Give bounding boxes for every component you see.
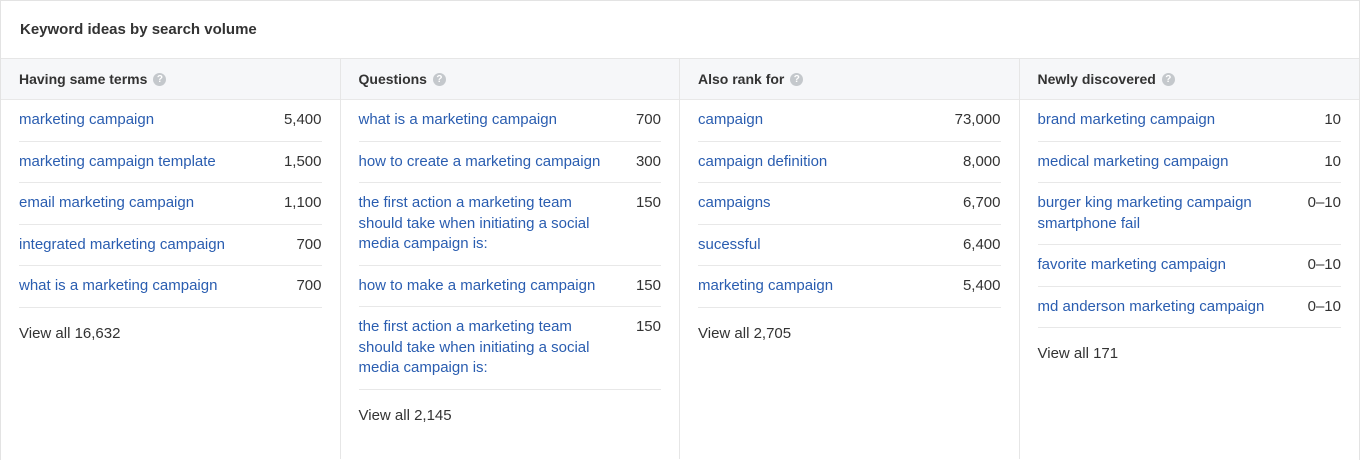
column-title: Also rank for [698, 71, 785, 87]
keyword-row: integrated marketing campaign 700 [19, 225, 322, 266]
keyword-link[interactable]: the first action a marketing team should… [358, 194, 590, 252]
view-all-link[interactable]: View all 2,705 [698, 324, 792, 342]
panel-header: Keyword ideas by search volume [1, 1, 1359, 59]
keyword-list: marketing campaign 5,400 marketing campa… [1, 100, 340, 308]
keyword-row: marketing campaign 5,400 [698, 266, 1001, 308]
keyword-row: medical marketing campaign 10 [1037, 142, 1341, 183]
column-questions: Questions ? what is a marketing campaign… [340, 59, 680, 459]
keyword-row: marketing campaign template 1,500 [19, 142, 322, 183]
keyword-link[interactable]: how to create a marketing campaign [358, 152, 601, 170]
search-volume: 1,100 [283, 194, 322, 211]
keyword-row: what is a marketing campaign 700 [358, 100, 661, 142]
keyword-row: how to create a marketing campaign 300 [358, 142, 661, 183]
panel-title: Keyword ideas by search volume [20, 21, 257, 38]
keyword-row: how to make a marketing campaign 150 [358, 266, 661, 307]
column-title: Having same terms [19, 71, 148, 87]
search-volume: 73,000 [954, 111, 1001, 128]
help-circle-icon[interactable]: ? [790, 72, 804, 86]
keyword-row: marketing campaign 5,400 [19, 100, 322, 142]
search-volume: 1,500 [283, 152, 322, 170]
keyword-list: brand marketing campaign 10 medical mark… [1020, 100, 1360, 328]
search-volume: 150 [635, 276, 661, 294]
keyword-link[interactable]: marketing campaign [19, 111, 155, 128]
search-volume: 10 [1324, 152, 1341, 170]
keyword-link[interactable]: what is a marketing campaign [358, 111, 557, 128]
search-volume: 700 [635, 111, 661, 128]
keyword-row: favorite marketing campaign 0–10 [1037, 245, 1341, 287]
keyword-row: burger king marketing campaign smartphon… [1037, 183, 1341, 245]
help-circle-icon[interactable]: ? [432, 72, 446, 86]
column-title: Newly discovered [1037, 71, 1156, 87]
keyword-row: campaign 73,000 [698, 100, 1001, 142]
column-header: Questions ? [340, 59, 679, 100]
view-all-link[interactable]: View all 16,632 [19, 324, 121, 342]
keyword-row: what is a marketing campaign 700 [19, 266, 322, 308]
keyword-link[interactable]: email marketing campaign [19, 194, 195, 211]
keyword-link[interactable]: marketing campaign template [19, 152, 216, 170]
keyword-row: brand marketing campaign 10 [1037, 100, 1341, 142]
keyword-link[interactable]: campaigns [698, 194, 771, 211]
column-title: Questions [358, 71, 427, 87]
keyword-link[interactable]: campaign [698, 111, 764, 128]
help-circle-icon[interactable]: ? [1161, 72, 1175, 86]
column-header: Also rank for ? [680, 59, 1019, 100]
column-also-rank-for: Also rank for ? campaign 73,000 campaign… [680, 59, 1020, 459]
column-header: Newly discovered ? [1019, 59, 1359, 100]
keyword-link[interactable]: burger king marketing campaign smartphon… [1037, 194, 1252, 232]
keyword-link[interactable]: favorite marketing campaign [1037, 256, 1226, 273]
search-volume: 8,000 [962, 152, 1001, 170]
keyword-row: campaigns 6,700 [698, 183, 1001, 225]
keyword-link[interactable]: the first action a marketing team should… [358, 318, 590, 376]
keyword-link[interactable]: medical marketing campaign [1037, 152, 1229, 170]
keyword-link[interactable]: how to make a marketing campaign [358, 276, 596, 294]
search-volume: 150 [635, 194, 661, 211]
keyword-link[interactable]: campaign definition [698, 152, 828, 170]
keyword-row: sucessful 6,400 [698, 225, 1001, 266]
view-all-link[interactable]: View all 2,145 [358, 406, 452, 424]
column-newly-discovered: Newly discovered ? brand marketing campa… [1019, 59, 1360, 459]
search-volume: 5,400 [962, 277, 1001, 294]
keyword-link[interactable]: brand marketing campaign [1037, 111, 1216, 128]
keyword-row: the first action a marketing team should… [358, 183, 661, 266]
search-volume: 700 [296, 277, 322, 294]
keyword-link[interactable]: marketing campaign [698, 277, 834, 294]
search-volume: 0–10 [1307, 194, 1341, 211]
search-volume: 700 [296, 235, 322, 253]
search-volume: 150 [635, 318, 661, 335]
search-volume: 300 [635, 152, 661, 170]
keyword-link[interactable]: integrated marketing campaign [19, 235, 225, 253]
search-volume: 6,400 [962, 235, 1001, 253]
help-circle-icon[interactable]: ? [153, 72, 167, 86]
keyword-list: what is a marketing campaign 700 how to … [341, 100, 680, 390]
keyword-link[interactable]: sucessful [698, 235, 761, 253]
keyword-row: email marketing campaign 1,100 [19, 183, 322, 225]
view-all-link[interactable]: View all 171 [1037, 345, 1119, 362]
keyword-columns: Having same terms ? marketing campaign 5… [1, 59, 1359, 459]
search-volume: 0–10 [1307, 256, 1341, 273]
column-header: Having same terms ? [1, 59, 340, 100]
keyword-list: campaign 73,000 campaign definition 8,00… [680, 100, 1019, 308]
column-having-same-terms: Having same terms ? marketing campaign 5… [1, 59, 341, 459]
keyword-link[interactable]: what is a marketing campaign [19, 277, 218, 294]
search-volume: 6,700 [962, 194, 1001, 211]
search-volume: 10 [1324, 111, 1341, 128]
search-volume: 5,400 [283, 111, 322, 128]
keyword-row: campaign definition 8,000 [698, 142, 1001, 183]
keyword-row: md anderson marketing campaign 0–10 [1037, 287, 1341, 328]
keyword-link[interactable]: md anderson marketing campaign [1037, 297, 1265, 315]
search-volume: 0–10 [1307, 297, 1341, 315]
keyword-row: the first action a marketing team should… [358, 307, 661, 390]
